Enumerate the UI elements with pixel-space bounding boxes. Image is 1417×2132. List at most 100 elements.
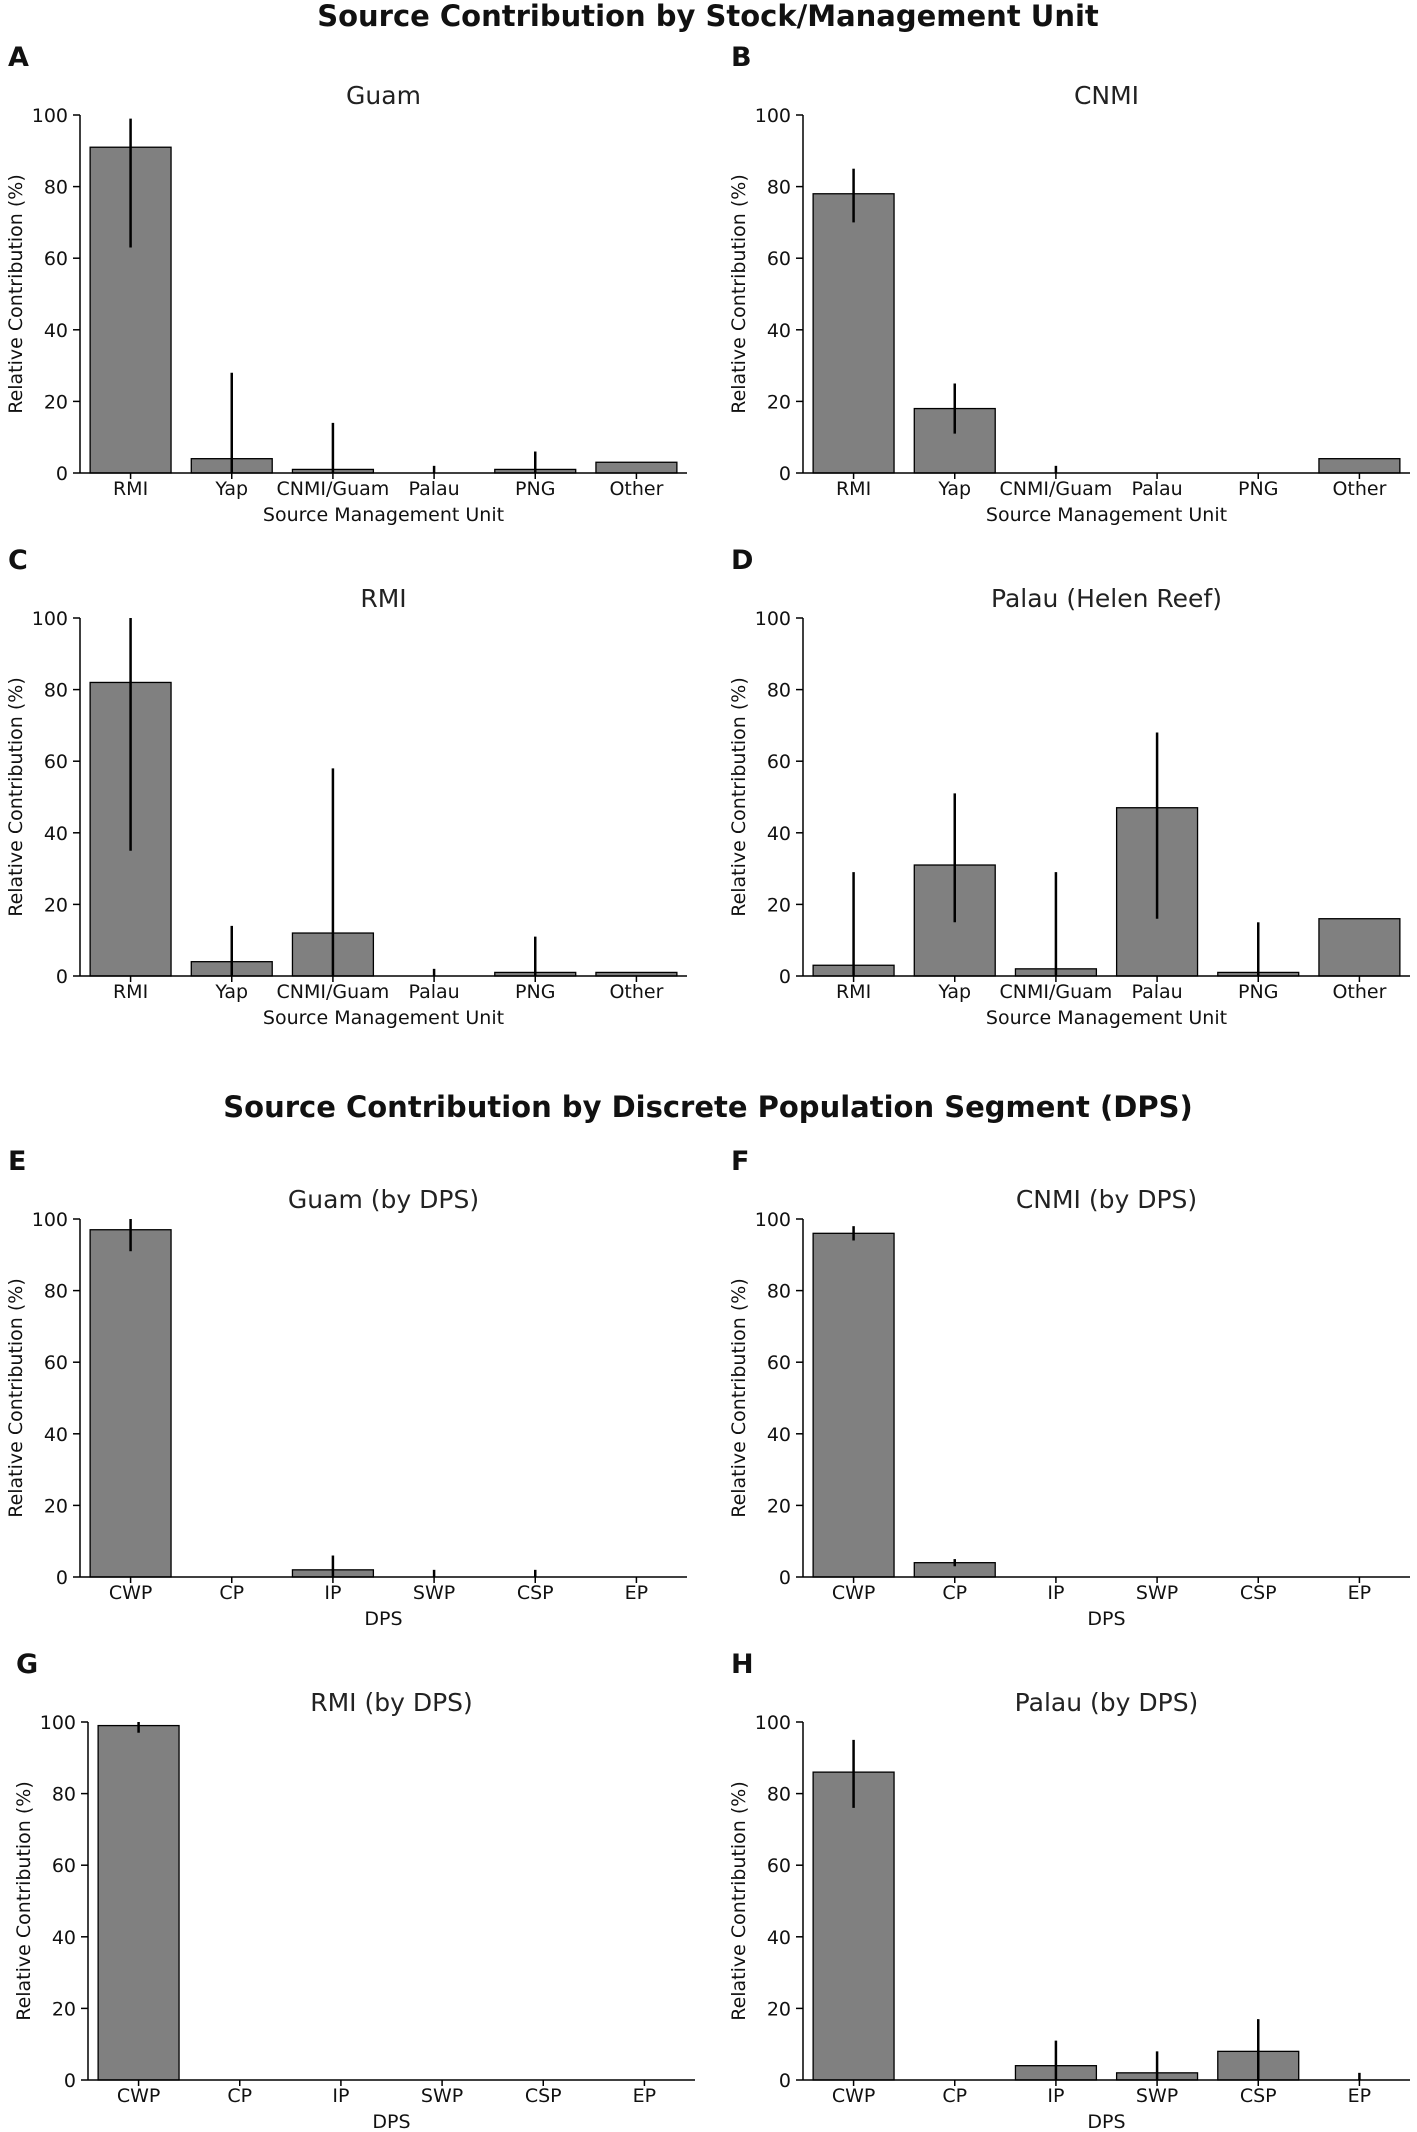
x-tick-label: EP <box>1348 2085 1371 2107</box>
y-tick-label: 80 <box>52 1784 76 1806</box>
x-tick-label: Palau <box>408 981 459 1003</box>
x-tick-label: CP <box>942 2085 967 2107</box>
x-tick-label: CP <box>219 1582 244 1604</box>
section-title-stock: Source Contribution by Stock/Management … <box>317 0 1099 33</box>
section-title-dps: Source Contribution by Discrete Populati… <box>223 1090 1192 1124</box>
y-axis-label: Relative Contribution (%) <box>728 174 750 414</box>
x-tick-label: EP <box>625 1582 648 1604</box>
y-tick-label: 20 <box>767 391 791 413</box>
x-tick-label: CSP <box>517 1582 554 1604</box>
y-tick-label: 40 <box>52 1927 76 1949</box>
panel-letter: B <box>731 42 752 73</box>
y-tick-label: 0 <box>56 966 68 988</box>
panel-g: G RMI (by DPS) 0 20 40 60 80 100 CWP CP IP SWP CSP EP… <box>13 1649 695 2132</box>
x-tick-label: CNMI/Guam <box>1000 478 1113 500</box>
bar-cwp <box>97 1724 180 2081</box>
x-tick-label: EP <box>1348 1582 1371 1604</box>
x-axis-label: DPS <box>372 2111 410 2132</box>
y-tick-label: 100 <box>755 608 791 630</box>
y-tick-label: 60 <box>767 751 791 773</box>
x-axis-label: DPS <box>364 1608 402 1630</box>
x-tick-label: Palau <box>1131 981 1182 1003</box>
y-tick-label: 80 <box>767 177 791 199</box>
panel-c: C RMI 0 20 40 60 80 100 RMI Yap CNMI/Guam Palau PNG O… <box>5 545 687 1029</box>
y-tick-label: 100 <box>40 1712 76 1734</box>
bar-other <box>1318 458 1401 474</box>
x-tick-label: RMI <box>836 478 871 500</box>
y-tick-label: 0 <box>779 966 791 988</box>
x-tick-label: PNG <box>515 981 555 1003</box>
y-tick-label: 20 <box>767 1495 791 1517</box>
panel-title: CNMI <box>1074 81 1139 110</box>
y-tick-label: 60 <box>52 1855 76 1877</box>
y-tick-label: 100 <box>755 1209 791 1231</box>
y-tick-label: 80 <box>44 177 68 199</box>
x-axis-label: DPS <box>1087 2111 1125 2132</box>
panel-title: RMI (by DPS) <box>310 1688 473 1717</box>
y-tick-label: 100 <box>32 1209 68 1231</box>
panel-letter: A <box>8 42 29 73</box>
x-tick-label: PNG <box>515 478 555 500</box>
y-tick-label: 60 <box>44 1352 68 1374</box>
x-tick-label: Palau <box>1131 478 1182 500</box>
x-axis-label: Source Management Unit <box>263 504 504 526</box>
y-tick-label: 40 <box>44 320 68 342</box>
y-axis-label: Relative Contribution (%) <box>13 1781 35 2021</box>
y-tick-label: 60 <box>767 248 791 270</box>
y-tick-label: 40 <box>767 320 791 342</box>
x-tick-label: SWP <box>421 2085 463 2107</box>
panel-title: RMI <box>360 584 406 613</box>
y-tick-label: 20 <box>44 391 68 413</box>
x-tick-label: Other <box>609 981 663 1003</box>
y-tick-label: 80 <box>44 1281 68 1303</box>
panel-d: D Palau (Helen Reef) 0 20 40 60 80 100 RMI Yap CNM… <box>728 545 1410 1029</box>
panel-title: Guam (by DPS) <box>288 1185 479 1214</box>
x-tick-label: Other <box>609 478 663 500</box>
x-tick-label: PNG <box>1238 478 1278 500</box>
panel-title: CNMI (by DPS) <box>1016 1185 1197 1214</box>
y-tick-label: 100 <box>32 105 68 127</box>
y-axis-label: Relative Contribution (%) <box>728 1781 750 2021</box>
x-tick-label: RMI <box>836 981 871 1003</box>
panel-a: A Guam 0 20 40 60 80 100 RMI Yap CNMI/Guam Palau PNG… <box>5 42 687 526</box>
x-tick-label: Other <box>1332 478 1386 500</box>
y-tick-label: 100 <box>755 105 791 127</box>
x-tick-label: Yap <box>214 981 248 1003</box>
x-tick-label: Palau <box>408 478 459 500</box>
x-tick-label: CWP <box>832 1582 876 1604</box>
panel-letter: F <box>731 1146 749 1177</box>
y-tick-label: 40 <box>44 823 68 845</box>
chart-panels: A Guam 0 20 40 60 80 100 RMI Yap CNMI/Guam Palau PNG… <box>5 42 1410 2132</box>
x-tick-label: CWP <box>117 2085 161 2107</box>
panel-f: F CNMI (by DPS) 0 20 40 60 80 100 CWP CP IP SWP CSP E… <box>728 1146 1410 1630</box>
y-tick-label: 20 <box>44 894 68 916</box>
x-tick-label: CNMI/Guam <box>277 478 390 500</box>
x-tick-label: Yap <box>937 478 971 500</box>
y-tick-label: 20 <box>52 1998 76 2020</box>
panel-h: H Palau (by DPS) 0 20 40 60 80 100 CWP CP IP SWP CSP… <box>728 1649 1410 2132</box>
y-tick-label: 0 <box>779 1567 791 1589</box>
x-tick-label: CSP <box>1240 1582 1277 1604</box>
bar-cwp <box>89 1229 172 1578</box>
x-tick-label: PNG <box>1238 981 1278 1003</box>
x-tick-label: IP <box>1047 1582 1064 1604</box>
y-axis-label: Relative Contribution (%) <box>5 1278 27 1518</box>
panel-title: Palau (Helen Reef) <box>991 584 1222 613</box>
y-tick-label: 60 <box>767 1855 791 1877</box>
y-tick-label: 40 <box>44 1424 68 1446</box>
y-tick-label: 60 <box>767 1352 791 1374</box>
y-axis-label: Relative Contribution (%) <box>728 1278 750 1518</box>
x-axis-label: DPS <box>1087 1608 1125 1630</box>
panel-b: B CNMI 0 20 40 60 80 100 RMI Yap CNMI/Guam Palau PNG… <box>728 42 1410 526</box>
y-tick-label: 40 <box>767 1927 791 1949</box>
x-tick-label: CNMI/Guam <box>1000 981 1113 1003</box>
x-axis-label: Source Management Unit <box>263 1007 504 1029</box>
bar-other <box>1318 918 1401 977</box>
x-tick-label: CWP <box>109 1582 153 1604</box>
x-tick-label: Yap <box>214 478 248 500</box>
y-tick-label: 80 <box>767 680 791 702</box>
x-tick-label: CNMI/Guam <box>277 981 390 1003</box>
y-tick-label: 80 <box>767 1784 791 1806</box>
